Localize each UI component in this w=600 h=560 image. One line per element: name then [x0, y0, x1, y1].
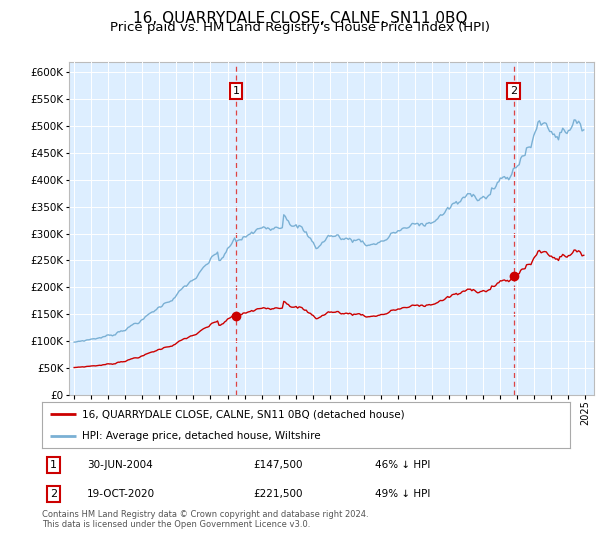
- Text: £221,500: £221,500: [253, 489, 303, 498]
- Text: Price paid vs. HM Land Registry's House Price Index (HPI): Price paid vs. HM Land Registry's House …: [110, 21, 490, 34]
- Text: 2: 2: [510, 86, 517, 96]
- Text: 1: 1: [50, 460, 57, 470]
- Text: 16, QUARRYDALE CLOSE, CALNE, SN11 0BQ (detached house): 16, QUARRYDALE CLOSE, CALNE, SN11 0BQ (d…: [82, 409, 404, 419]
- Text: 19-OCT-2020: 19-OCT-2020: [87, 489, 155, 498]
- Text: 46% ↓ HPI: 46% ↓ HPI: [374, 460, 430, 470]
- Text: £147,500: £147,500: [253, 460, 303, 470]
- Text: Contains HM Land Registry data © Crown copyright and database right 2024.
This d: Contains HM Land Registry data © Crown c…: [42, 510, 368, 529]
- Text: 2: 2: [50, 489, 57, 498]
- Text: 30-JUN-2004: 30-JUN-2004: [87, 460, 152, 470]
- Text: 1: 1: [233, 86, 239, 96]
- Text: 16, QUARRYDALE CLOSE, CALNE, SN11 0BQ: 16, QUARRYDALE CLOSE, CALNE, SN11 0BQ: [133, 11, 467, 26]
- Text: HPI: Average price, detached house, Wiltshire: HPI: Average price, detached house, Wilt…: [82, 431, 320, 441]
- Text: 49% ↓ HPI: 49% ↓ HPI: [374, 489, 430, 498]
